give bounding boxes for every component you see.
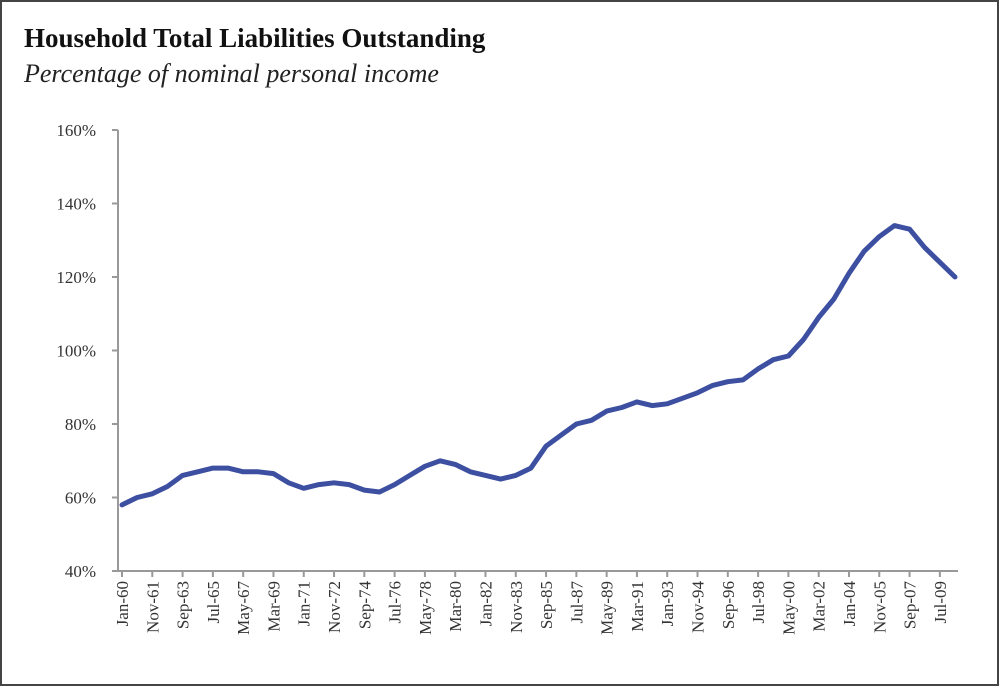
x-tick-label: Jul-98 (749, 581, 768, 624)
x-tick-label: Jan-71 (295, 581, 314, 626)
x-tick-label: Sep-74 (355, 581, 374, 630)
y-tick-label: 140% (56, 195, 96, 214)
x-tick-label: Nov-61 (143, 581, 162, 633)
x-tick-label: Jan-82 (476, 581, 495, 626)
x-tick-label: Jan-93 (658, 581, 677, 626)
x-tick-label: Mar-91 (628, 581, 647, 632)
x-tick-label: Nov-05 (870, 581, 889, 633)
x-tick-label: Mar-02 (810, 581, 829, 632)
x-tick-label: Nov-72 (325, 581, 344, 633)
x-tick-label: Sep-85 (537, 581, 556, 629)
x-tick-label: May-78 (416, 581, 435, 635)
x-tick-label: Mar-69 (264, 581, 283, 632)
y-tick-label: 40% (65, 562, 96, 581)
x-tick-label: May-89 (598, 581, 617, 635)
chart-subtitle: Percentage of nominal personal income (23, 59, 439, 88)
x-tick-label: Jul-65 (204, 581, 223, 624)
data-line (119, 223, 958, 508)
y-tick-label: 160% (56, 121, 96, 140)
x-tick-label: May-00 (779, 581, 798, 635)
x-tick-label: Jul-09 (931, 581, 950, 624)
x-tick-label: Jul-76 (386, 581, 405, 624)
y-tick-label: 100% (56, 342, 96, 361)
x-tick-label: Jan-60 (113, 581, 132, 626)
y-tick-label: 60% (65, 489, 96, 508)
x-tick-label: Nov-83 (507, 581, 526, 633)
x-tick-label: Sep-07 (901, 581, 920, 630)
x-tick-label: Sep-96 (719, 581, 738, 629)
x-tick-label: Jan-04 (840, 581, 859, 627)
x-tick-label: Sep-63 (174, 581, 193, 629)
chart-title: Household Total Liabilities Outstanding (24, 23, 486, 53)
x-tick-label: Jul-87 (567, 581, 586, 624)
x-tick-label: Mar-80 (446, 581, 465, 632)
y-tick-label: 120% (56, 268, 96, 287)
y-tick-label: 80% (65, 415, 96, 434)
x-tick-label: Nov-94 (689, 581, 708, 633)
x-tick-label: May-67 (234, 581, 253, 635)
